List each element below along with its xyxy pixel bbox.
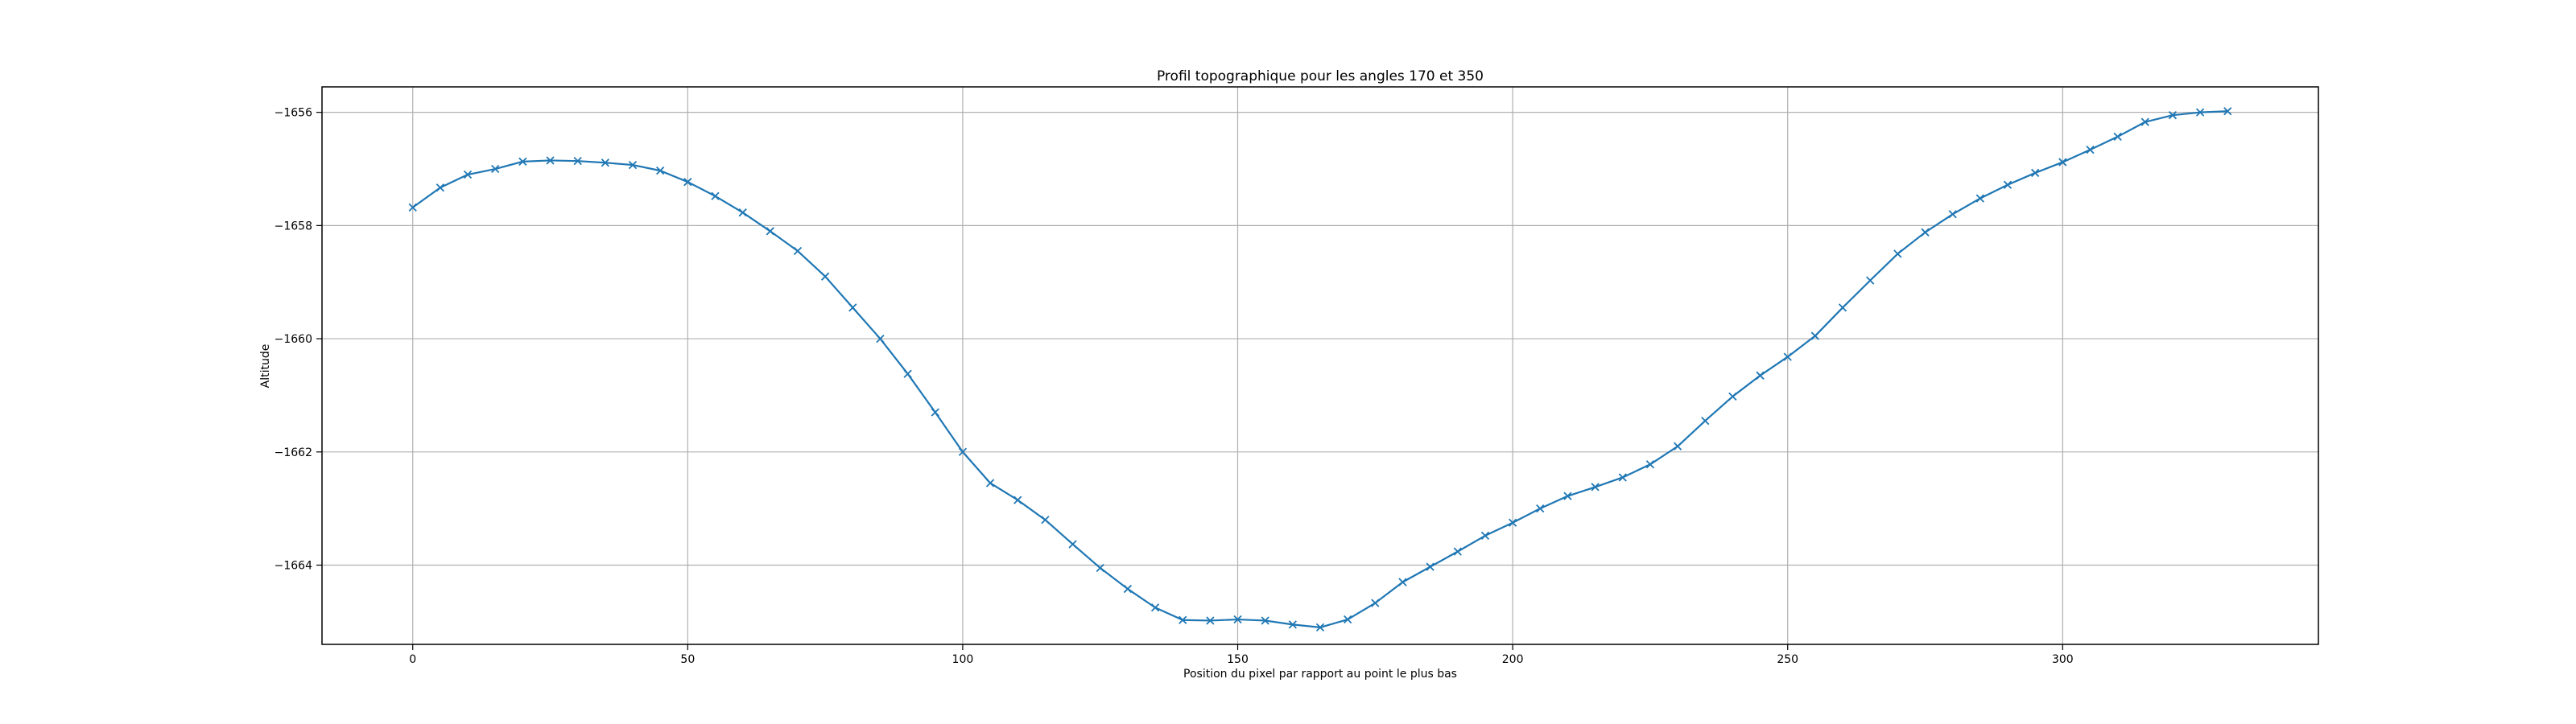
- data-point-marker: [2195, 108, 2205, 117]
- data-point-marker: [766, 227, 774, 236]
- data-point-marker: [2031, 168, 2040, 178]
- y-tick-label: −1660: [275, 333, 312, 346]
- data-point-marker: [820, 272, 830, 281]
- data-point-marker: [1233, 615, 1242, 624]
- data-point-marker: [876, 334, 885, 343]
- data-point-marker: [436, 183, 445, 192]
- data-point-marker: [793, 246, 803, 256]
- data-point-marker: [1480, 531, 1490, 541]
- series-1: [408, 107, 2232, 632]
- data-point-marker: [903, 369, 912, 378]
- data-point-marker: [1096, 563, 1104, 573]
- data-point-marker: [463, 170, 473, 179]
- data-point-marker: [1838, 303, 1847, 312]
- data-point-marker: [2140, 117, 2149, 126]
- data-point-marker: [1041, 516, 1050, 524]
- x-axis-label: Position du pixel par rapport au point l…: [1183, 668, 1457, 681]
- y-tick-label: −1664: [275, 560, 312, 573]
- data-point-marker: [546, 156, 555, 165]
- plot-frame: [321, 86, 2319, 645]
- data-point-marker: [738, 208, 747, 217]
- data-point-marker: [1315, 623, 1325, 632]
- data-point-marker: [1591, 483, 1600, 492]
- data-point-marker: [2058, 158, 2067, 167]
- axis-ticks: 0 50 100 150 200 250 300 −1656 −1658 −1660 −1662 −1…: [275, 107, 2074, 666]
- data-point-marker: [931, 408, 939, 417]
- data-point-marker: [848, 303, 857, 312]
- x-tick-label: 150: [1227, 653, 1249, 666]
- data-point-marker: [2086, 145, 2095, 154]
- data-point-marker: [1921, 228, 1930, 237]
- x-tick-label: 200: [1502, 653, 1524, 666]
- data-point-marker: [1645, 460, 1655, 469]
- data-point-marker: [1261, 616, 1269, 625]
- data-point-marker: [1179, 615, 1187, 624]
- data-point-marker: [1013, 496, 1022, 504]
- data-point-marker: [1426, 562, 1435, 571]
- data-point-marker: [1866, 276, 1875, 285]
- data-point-marker: [1783, 352, 1792, 361]
- data-point-marker: [1701, 416, 1710, 426]
- data-point-marker: [1975, 194, 1984, 203]
- y-tick-label: −1656: [275, 107, 312, 120]
- data-point-marker: [1673, 442, 1682, 450]
- x-tick-label: 50: [680, 653, 695, 666]
- data-point-marker: [1150, 603, 1160, 612]
- x-tick-label: 0: [409, 653, 416, 666]
- data-point-marker: [1563, 492, 1572, 500]
- data-point-marker: [628, 160, 638, 170]
- x-tick-label: 250: [1777, 653, 1798, 666]
- y-axis-label: Altitude: [259, 344, 272, 389]
- data-point-marker: [491, 164, 500, 174]
- data-point-marker: [601, 158, 609, 167]
- data-point-marker: [1288, 620, 1297, 629]
- grid: [322, 87, 2318, 644]
- data-point-marker: [1068, 540, 1077, 549]
- data-point-marker: [1948, 210, 1957, 219]
- data-point-marker: [711, 191, 720, 200]
- data-point-marker: [656, 166, 665, 175]
- x-tick-label: 100: [952, 653, 974, 666]
- data-point-marker: [1893, 249, 1902, 258]
- data-point-marker: [1536, 504, 1545, 513]
- data-point-marker: [2003, 180, 2013, 189]
- data-point-marker: [1756, 371, 1765, 380]
- data-point-marker: [2168, 111, 2178, 120]
- data-point-marker: [2223, 107, 2232, 116]
- data-point-marker: [1371, 599, 1380, 607]
- data-point-marker: [2113, 132, 2122, 142]
- data-point-marker: [518, 157, 527, 167]
- data-point-marker: [1123, 584, 1133, 594]
- y-tick-label: −1658: [275, 220, 312, 232]
- data-point-marker: [1810, 331, 1820, 340]
- y-tick-label: −1662: [275, 446, 312, 459]
- data-point-marker: [1728, 392, 1737, 401]
- data-point-marker: [683, 178, 692, 187]
- data-point-marker: [1453, 547, 1462, 556]
- data-point-marker: [1398, 578, 1407, 586]
- data-point-marker: [1508, 518, 1517, 527]
- x-tick-label: 300: [2052, 653, 2074, 666]
- data-point-marker: [1206, 616, 1215, 625]
- data-point-marker: [408, 203, 417, 212]
- data-point-marker: [958, 447, 968, 456]
- data-point-marker: [985, 479, 995, 487]
- data-point-marker: [1344, 615, 1352, 624]
- chart-title: Profil topographique pour les angles 170…: [1157, 68, 1484, 84]
- data-point-marker: [573, 157, 582, 166]
- data-point-marker: [1618, 473, 1627, 482]
